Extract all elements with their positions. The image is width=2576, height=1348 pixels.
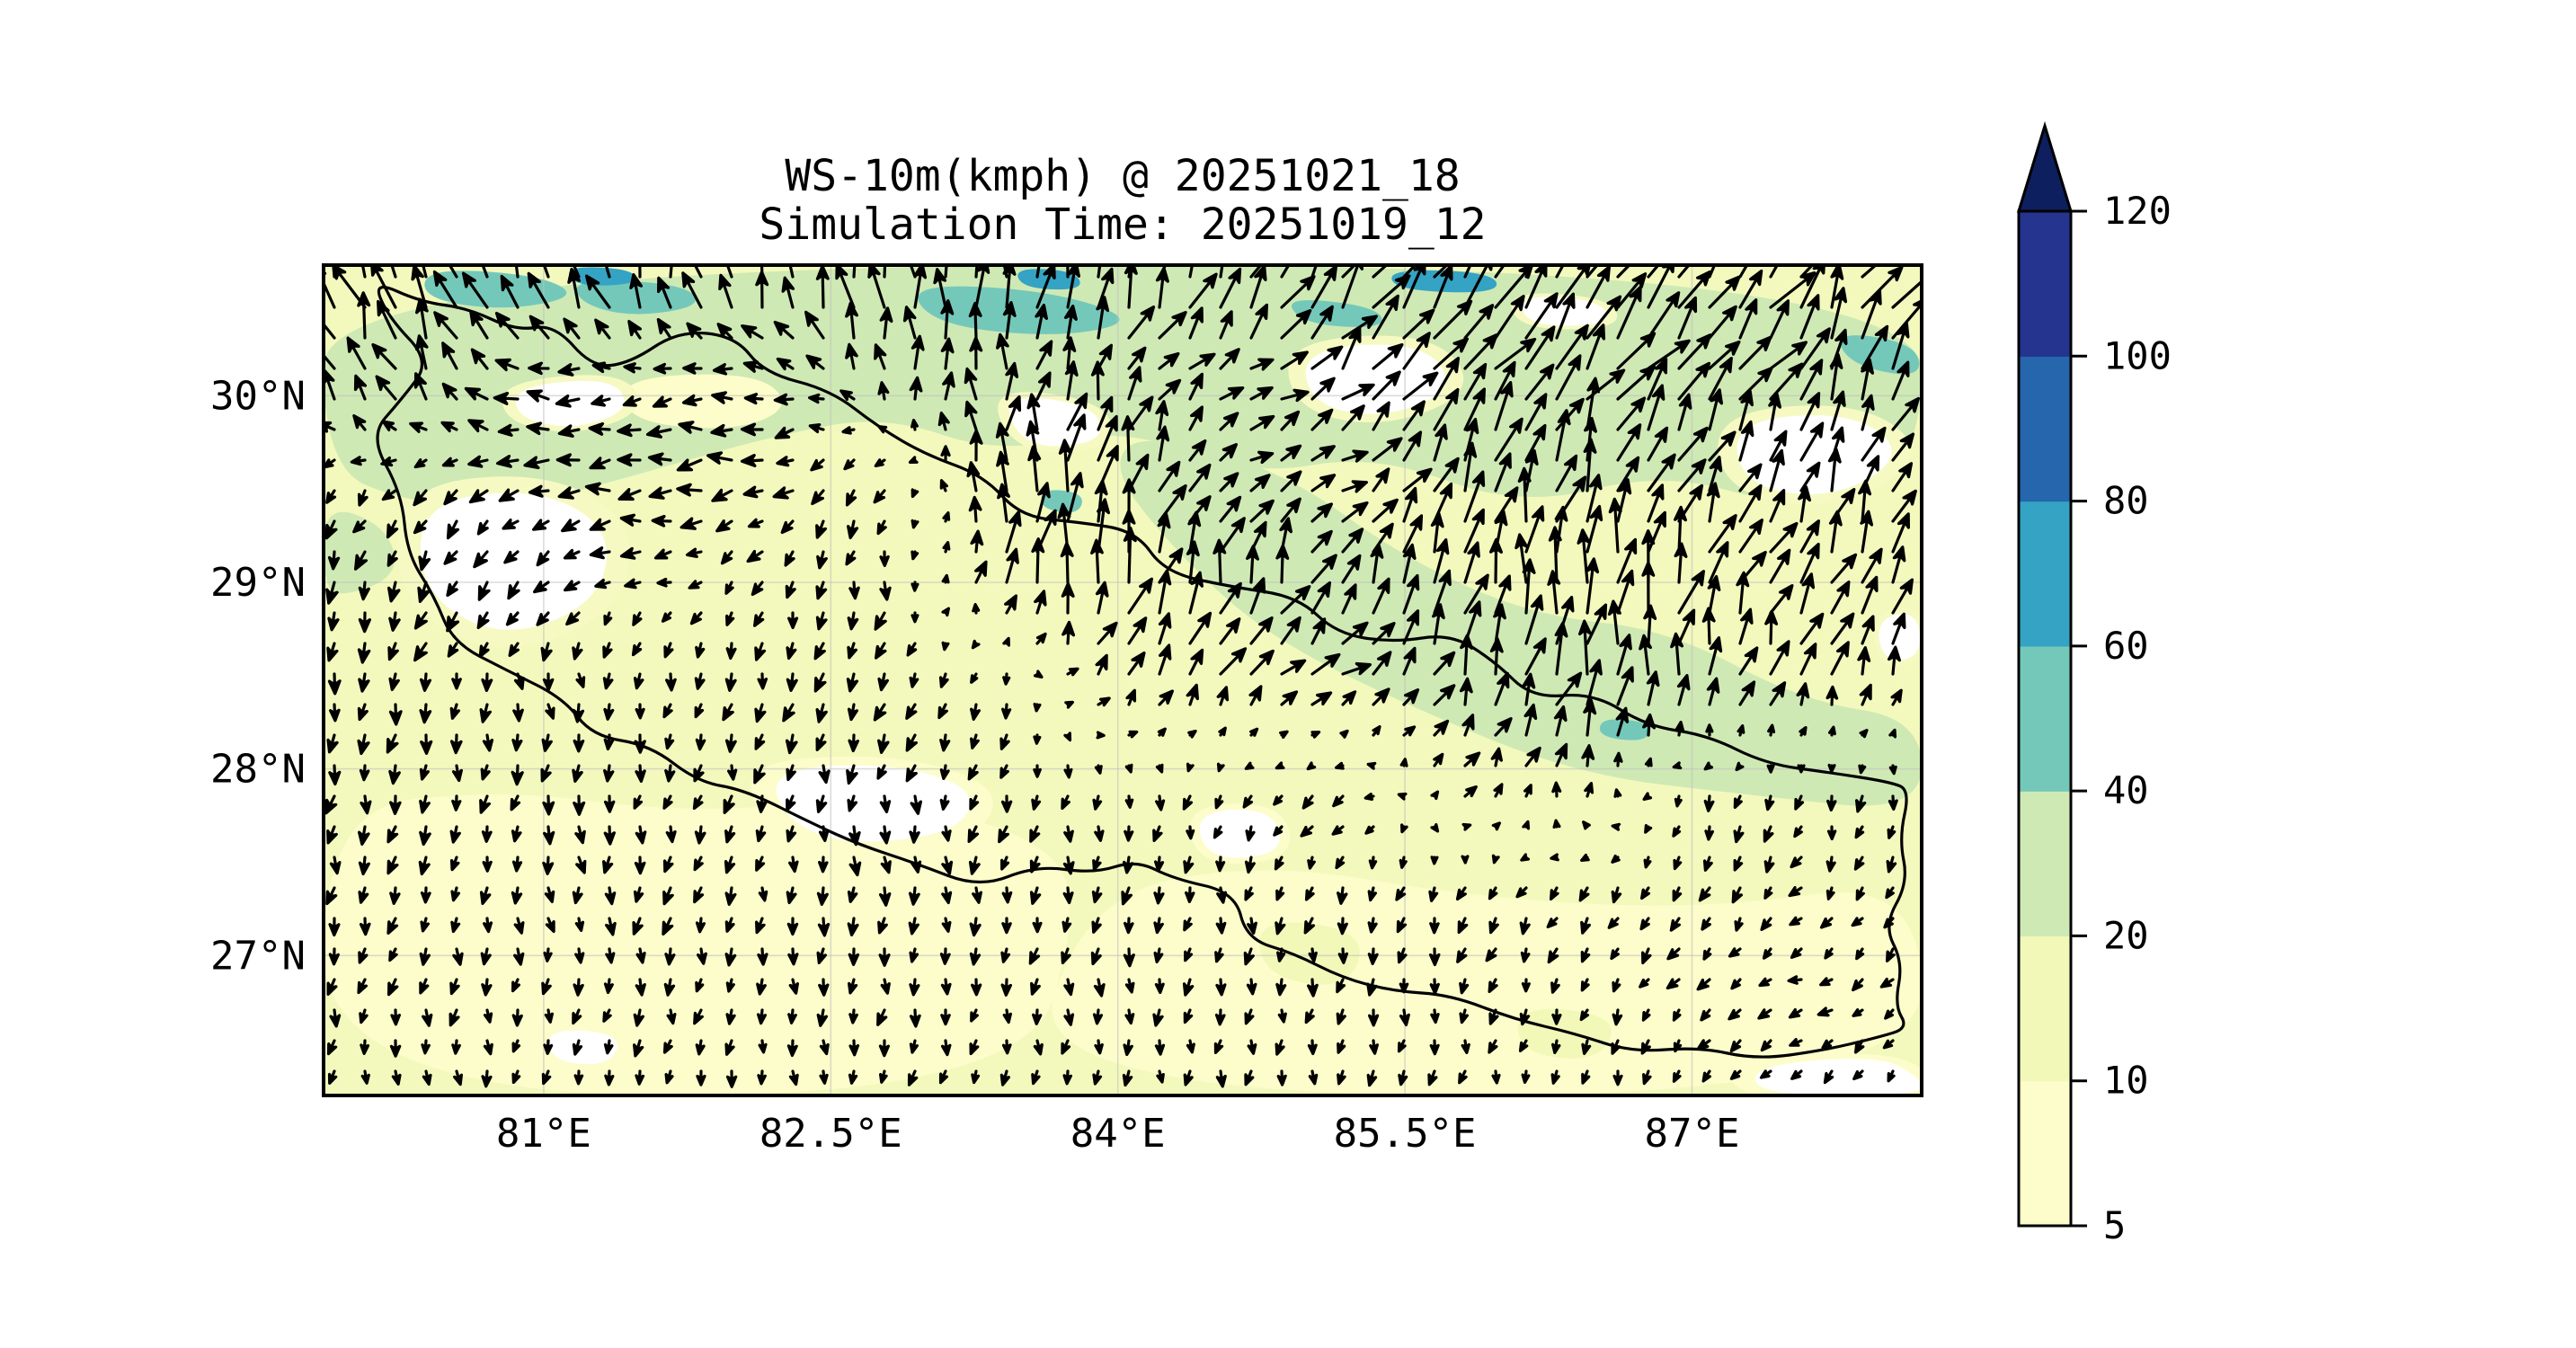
contour-region-band-20-40-se	[1120, 440, 1922, 806]
contour-region-teal-4	[1292, 300, 1382, 327]
contour-region-calm-11	[1879, 614, 1921, 661]
colorbar-segment-60-80	[2019, 501, 2071, 647]
contour-region-calm-3	[776, 765, 971, 842]
contour-region-cyan-1	[569, 267, 636, 286]
x-tick-label-3: 85.5°E	[1334, 1111, 1477, 1157]
colorbar-segment-80-100	[2019, 356, 2071, 502]
contour-region-calm-5	[1305, 344, 1446, 414]
colorbar-tick-label-10: 10	[2103, 1059, 2149, 1103]
colorbar-segment-100-120	[2019, 211, 2071, 357]
y-tick-label-3: 27°N	[210, 933, 306, 979]
colorbar-segment-20-40	[2019, 791, 2071, 936]
y-tick-label-1: 29°N	[210, 560, 306, 606]
x-tick-label-1: 82.5°E	[759, 1111, 902, 1157]
contour-region-teal-6	[1599, 719, 1650, 741]
map-frame	[322, 263, 1923, 1097]
contour-region-calm-2	[515, 380, 625, 427]
y-tick-label-2: 28°N	[210, 747, 306, 793]
colorbar: 5 10 20 40 60 80 100 120	[2016, 120, 2172, 1247]
colorbar-tick-label-40: 40	[2103, 768, 2149, 812]
y-axis-tick-labels: 30°N 29°N 28°N 27°N	[210, 373, 306, 979]
contour-region-teal-2	[576, 280, 696, 315]
x-tick-label-0: 81°E	[496, 1111, 591, 1157]
colorbar-segment-5-10	[2019, 1080, 2071, 1227]
contour-region-calm-1	[421, 492, 607, 630]
colorbar-tick-label-5: 5	[2103, 1203, 2126, 1247]
colorbar-segment-10-20	[2019, 936, 2071, 1082]
x-axis-tick-labels: 81°E 82.5°E 84°E 85.5°E 87°E	[496, 1111, 1740, 1157]
contour-region-pale-pocket-1	[623, 374, 782, 429]
colorbar-tick-label-120: 120	[2103, 189, 2172, 233]
figure-subtitle: Simulation Time: 20251019_12	[759, 200, 1486, 250]
contour-region-calm-9	[548, 1030, 617, 1065]
colorbar-extend-max-arrow	[2016, 120, 2074, 213]
colorbar-tick-label-100: 100	[2103, 333, 2172, 377]
contour-region-green-pocket-w	[324, 511, 395, 594]
y-tick-label-0: 30°N	[210, 373, 306, 419]
colorbar-tick-label-60: 60	[2103, 624, 2149, 668]
contour-region-calm-8	[1754, 1059, 1922, 1095]
contour-region-calm-7	[1522, 297, 1607, 326]
wind-quiver-arrows	[324, 265, 1922, 1088]
figure-title: WS-10m(kmph) @ 20251021_18	[785, 151, 1460, 201]
x-tick-label-2: 84°E	[1070, 1111, 1166, 1157]
x-tick-label-4: 87°E	[1645, 1111, 1740, 1157]
colorbar-tick-label-80: 80	[2103, 479, 2149, 523]
colorbar-outline	[2017, 209, 2073, 1228]
colorbar-tick-label-20: 20	[2103, 913, 2149, 957]
map-content-layer	[324, 265, 1922, 1095]
colorbar-segment-40-60	[2019, 645, 2071, 792]
contour-region-calm-10	[1199, 809, 1280, 858]
